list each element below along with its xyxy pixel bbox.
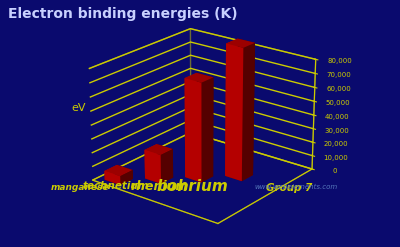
Text: Electron binding energies (K): Electron binding energies (K) [8,7,238,21]
